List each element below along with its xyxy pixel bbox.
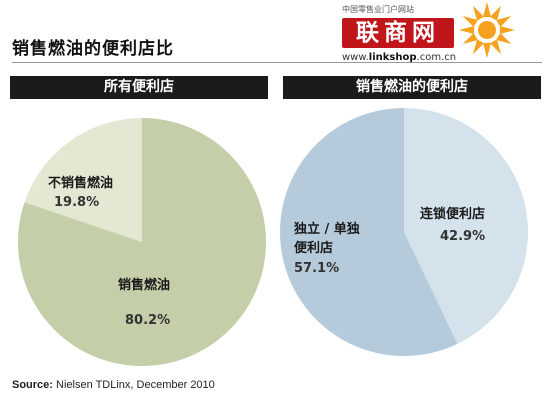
left-chart-title: 所有便利店 bbox=[104, 79, 174, 95]
pie-slice-chain-stores bbox=[404, 108, 528, 344]
right-chart-title: 销售燃油的便利店 bbox=[356, 79, 468, 95]
linkshop-logo: 中国零售业门户网站 联商网 www.linkshop.com.cn bbox=[322, 2, 550, 68]
slice-label-independent-line1: 独立 / 单独 bbox=[294, 221, 360, 237]
sun-icon bbox=[459, 2, 515, 58]
title-divider bbox=[12, 62, 542, 63]
pie-chart-all-stores: 不销售燃油 19.8% 销售燃油 80.2% bbox=[17, 118, 266, 366]
slice-label-no-fuel: 不销售燃油 bbox=[48, 175, 113, 191]
pie-slice-independent-stores bbox=[279, 108, 458, 356]
logo-url: www.linkshop.com.cn bbox=[342, 52, 457, 63]
logo-tagline: 中国零售业门户网站 bbox=[342, 5, 414, 14]
slice-value-sells-fuel: 80.2% bbox=[125, 313, 170, 328]
pie-slice-no-fuel bbox=[24, 118, 143, 242]
slice-label-sells-fuel: 销售燃油 bbox=[118, 277, 170, 293]
slice-value-independent: 57.1% bbox=[294, 261, 339, 276]
slice-value-chain-stores: 42.9% bbox=[440, 229, 485, 244]
pie-chart-fuel-stores: 连锁便利店 42.9% 独立 / 单独 便利店 57.1% bbox=[279, 108, 528, 356]
slice-label-independent-line2: 便利店 bbox=[294, 240, 333, 256]
chart-title: 销售燃油的便利店比 bbox=[12, 39, 174, 59]
source-note: Source: Nielsen TDLinx, December 2010 bbox=[12, 379, 215, 391]
pie-slice-sells-fuel bbox=[17, 118, 266, 366]
slice-value-no-fuel: 19.8% bbox=[54, 195, 99, 210]
right-chart-header: 销售燃油的便利店 bbox=[283, 76, 541, 99]
slice-label-chain-stores: 连锁便利店 bbox=[420, 206, 485, 222]
left-chart-header: 所有便利店 bbox=[10, 76, 268, 99]
logo-mark: 联商网 bbox=[342, 18, 454, 48]
